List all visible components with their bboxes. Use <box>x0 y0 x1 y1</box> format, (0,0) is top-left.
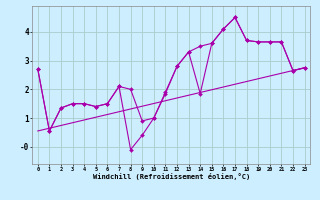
X-axis label: Windchill (Refroidissement éolien,°C): Windchill (Refroidissement éolien,°C) <box>92 173 250 180</box>
